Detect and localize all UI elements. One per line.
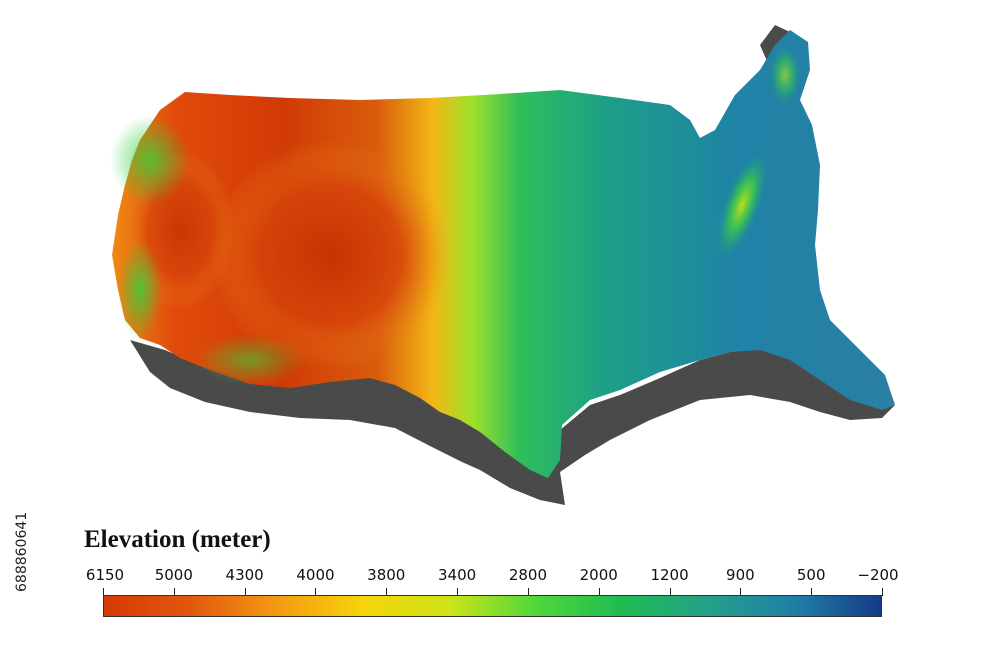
- legend-tick-label: 5000: [154, 566, 193, 584]
- legend-tick-label: 2800: [508, 566, 547, 584]
- legend-tick-label: 6150: [85, 566, 125, 584]
- legend-tick-mark: [882, 588, 883, 596]
- legend-tick-mark: [527, 588, 529, 596]
- legend-tick-label: 4000: [296, 566, 335, 584]
- legend-tick-mark: [740, 588, 742, 596]
- california-valley: [118, 240, 162, 340]
- rocky-mountains-relief: [210, 140, 450, 370]
- legend-title: Elevation (meter): [84, 526, 271, 553]
- legend-tick-label: 3800: [367, 566, 406, 584]
- legend-tick-label: 3400: [437, 566, 477, 584]
- legend-tick-label: 500: [796, 566, 826, 584]
- appalachian-relief: [716, 152, 768, 258]
- image-id-label: 688860641: [14, 511, 30, 592]
- legend-tick-label: 2000: [579, 566, 618, 584]
- elevation-colorbar: [103, 595, 882, 617]
- southwest-desert: [195, 335, 305, 385]
- legend-tick-label: 900: [726, 566, 755, 584]
- legend-tick-mark: [811, 588, 813, 596]
- legend-tick-label: −200: [857, 566, 899, 584]
- legend-tick-mark: [103, 588, 104, 596]
- legend-tick-label: 1200: [650, 566, 689, 584]
- legend-tick-mark: [244, 588, 246, 596]
- legend-tick-label: 4300: [225, 566, 264, 584]
- legend-tick-mark: [598, 588, 600, 596]
- legend-tick-mark: [315, 588, 317, 596]
- legend-tick-mark: [669, 588, 671, 596]
- northeast-relief: [769, 45, 801, 105]
- legend-tick-mark: [173, 588, 175, 596]
- pacific-coast-relief: [110, 115, 190, 205]
- legend-tick-mark: [457, 588, 459, 596]
- legend-tick-mark: [386, 588, 388, 596]
